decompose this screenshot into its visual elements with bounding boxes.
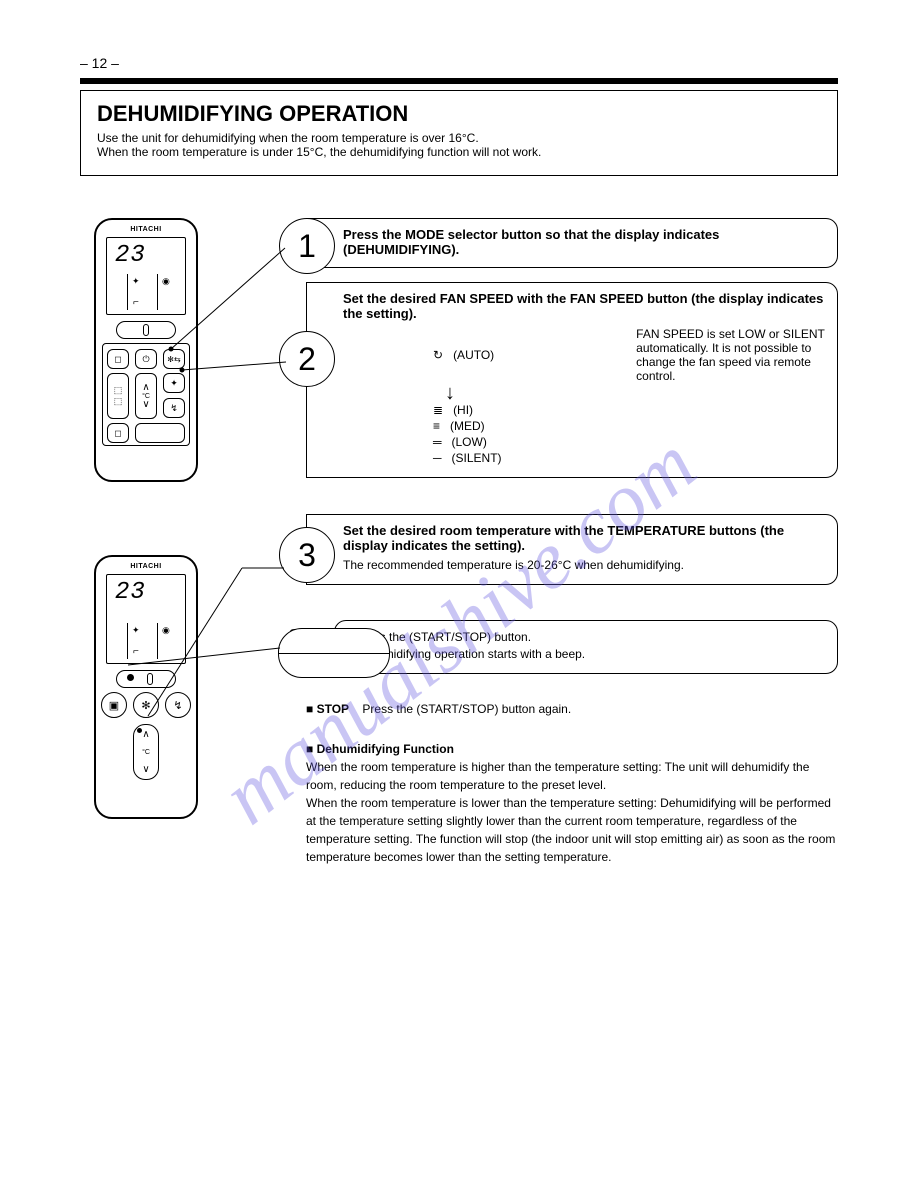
remote-brand: HITACHI [96, 563, 196, 570]
page-number: – 12 – [80, 55, 119, 71]
page-title: DEHUMIDIFYING OPERATION [97, 101, 821, 127]
remote-btn: ⬚⬚ [107, 373, 129, 419]
dot [137, 728, 142, 733]
remote-illustration-2: HITACHI 23 ✦⌐ ◉ ▣ ✻ ↯ ∧°C∨ [94, 555, 198, 819]
remote-mode-btn: ▣ [101, 692, 127, 718]
fan-auto-icon: ↻ [433, 348, 443, 362]
remote-screen: 23 ✦⌐ ◉ [106, 237, 186, 315]
remote-fan-btn: ✦ [163, 373, 185, 393]
remote-btn: ◻ [107, 423, 129, 443]
step-2-note: FAN SPEED is set LOW or SILENT automatic… [636, 327, 825, 383]
mode-icon: ◉ [162, 276, 170, 287]
remote-fan-btn: ✻ [133, 692, 159, 718]
remote-temp-display: 23 [115, 579, 146, 606]
remote-power-bar [116, 321, 176, 339]
fan-icon: ✦ [132, 276, 140, 287]
fan-low-icon: ═ [433, 435, 442, 449]
fan-icon: ✦ [132, 625, 140, 636]
mode-icon: ◉ [162, 625, 170, 636]
remote-power-bar [116, 670, 176, 688]
step-2-circle: 2 [279, 331, 335, 387]
step-2-box: 2 Set the desired FAN SPEED with the FAN… [306, 282, 838, 478]
dot [127, 674, 134, 681]
arrow-down-icon: ↓ [445, 385, 825, 401]
remote-swing-btn: ↯ [165, 692, 191, 718]
remote-button-panel: ◻ ⏻ ✻⇆ ⬚⬚ ∧°C∨ ✦ ↯ ◻ [102, 343, 190, 446]
page-subtitle: Use the unit for dehumidifying when the … [97, 131, 821, 159]
fan-med-icon: ≡ [433, 419, 440, 433]
fan-silent-icon: ─ [433, 451, 442, 465]
step-1-box: 1 Press the MODE selector button so that… [306, 218, 838, 268]
step-1-title: Press the MODE selector button so that t… [343, 227, 825, 257]
remote-illustration-1: HITACHI 23 ✦⌐ ◉ ◻ ⏻ ✻⇆ ⬚⬚ ∧°C∨ ✦ ↯ ◻ [94, 218, 198, 482]
remote-brand: HITACHI [96, 226, 196, 233]
fan-hi-label: (HI) [453, 403, 673, 417]
remote-swing-btn: ↯ [163, 398, 185, 418]
bottom-note-body: When the room temperature is higher than… [306, 760, 835, 864]
remote-btn: ◻ [107, 349, 129, 369]
remote-screen: 23 ✦⌐ ◉ [106, 574, 186, 664]
remote-btn: ⏻ [135, 349, 157, 369]
step-2-title: Set the desired FAN SPEED with the FAN S… [343, 291, 825, 321]
title-box: DEHUMIDIFYING OPERATION Use the unit for… [80, 90, 838, 176]
step-3-circle: 3 [279, 527, 335, 583]
remote-temp-btn: ∧°C∨ [135, 373, 157, 419]
remote-btn [135, 423, 185, 443]
page-rule [80, 78, 838, 84]
fan-hi-icon: ≣ [433, 403, 443, 417]
fan-auto-label: (AUTO) [453, 348, 626, 362]
bottom-note: ■ Dehumidifying Function When the room t… [306, 740, 838, 866]
remote-button-row: ▣ ✻ ↯ [96, 692, 196, 718]
step-1-circle: 1 [279, 218, 335, 274]
remote-btn: ✻⇆ [163, 349, 185, 369]
remote-temp-display: 23 [115, 242, 146, 269]
